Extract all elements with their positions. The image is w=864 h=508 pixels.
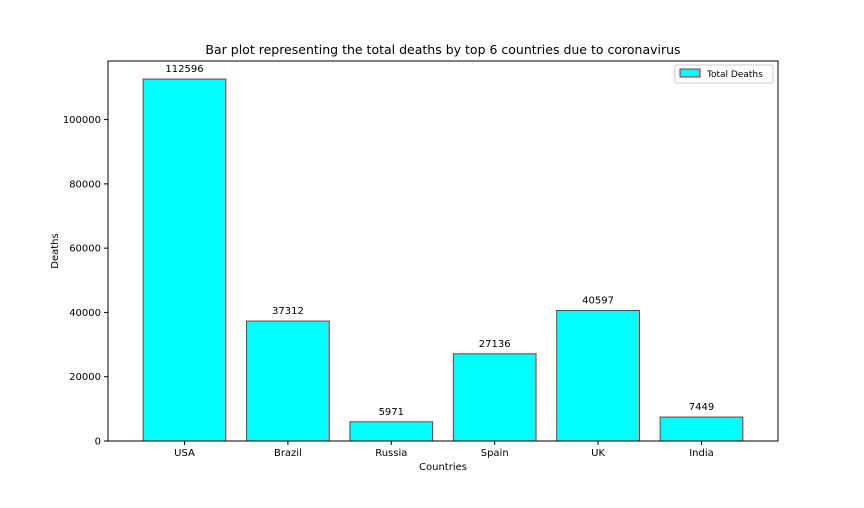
plot-area: 112596 USA 37312 Brazil 5971 Russia 27136 Spain… <box>63 64 744 459</box>
bar-value-label: 112596 <box>165 64 203 75</box>
bar-value-label: 40597 <box>582 296 614 307</box>
y-axis-label: Deaths <box>50 233 61 268</box>
bar-value-label: 27136 <box>479 339 511 350</box>
y-tick-label: 0 <box>95 437 101 448</box>
x-tick-label: UK <box>591 448 605 459</box>
plot-frame <box>107 60 779 442</box>
bar-india <box>659 416 744 442</box>
y-tick-label: 20000 <box>69 372 101 383</box>
bar-value-label: 37312 <box>272 306 304 317</box>
bar-russia <box>349 421 434 442</box>
y-tick-label: 40000 <box>69 308 101 319</box>
x-tick-label: Russia <box>375 448 407 459</box>
x-tick-label: Brazil <box>274 448 302 459</box>
x-tick-label: India <box>689 448 714 459</box>
chart-legend: Total Deaths <box>674 64 774 84</box>
bar-value-label: 7449 <box>689 402 714 413</box>
bar-uk <box>556 310 640 442</box>
y-tick-label: 100000 <box>63 115 101 126</box>
bar-spain <box>452 353 537 442</box>
chart-title: Bar plot representing the total deaths b… <box>205 42 680 57</box>
legend-swatch <box>679 68 701 78</box>
bar-usa <box>142 78 227 442</box>
x-axis-label: Countries <box>419 462 467 473</box>
y-tick-label: 60000 <box>69 244 101 255</box>
legend-label: Total Deaths <box>706 70 763 80</box>
x-tick-label: USA <box>174 448 195 459</box>
bar-brazil <box>246 320 330 442</box>
x-tick-label: Spain <box>481 448 509 459</box>
y-tick-label: 80000 <box>69 179 101 190</box>
bar-value-label: 5971 <box>379 407 404 418</box>
